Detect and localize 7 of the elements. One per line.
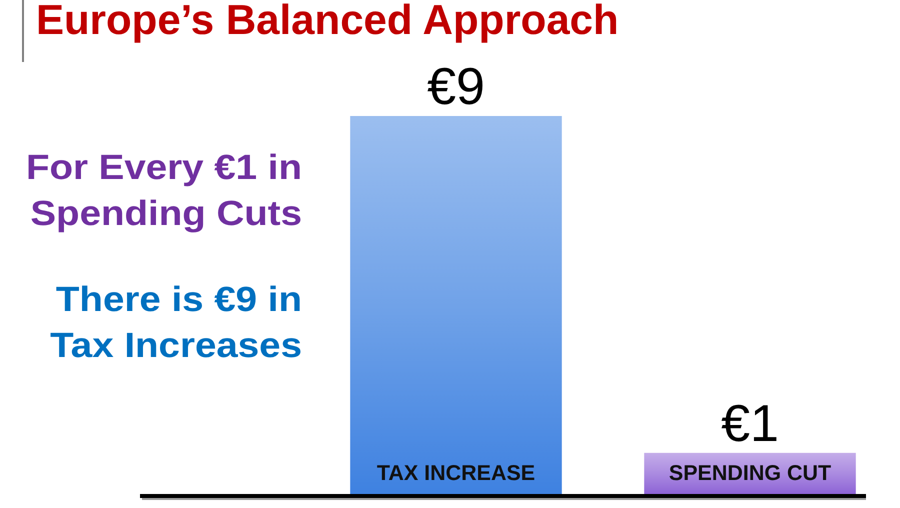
annotation: There is €9 in Tax Increases [49,279,302,367]
data-label: €1 [721,394,779,453]
x-tick-label: SPENDING CUT [668,460,832,485]
annotation: For Every €1 in Spending Cuts [24,147,302,235]
chart-title: Europe’s Balanced Approach [36,0,619,44]
data-label: €9 [427,58,485,116]
x-tick-label: TAX INCREASE [376,460,536,485]
